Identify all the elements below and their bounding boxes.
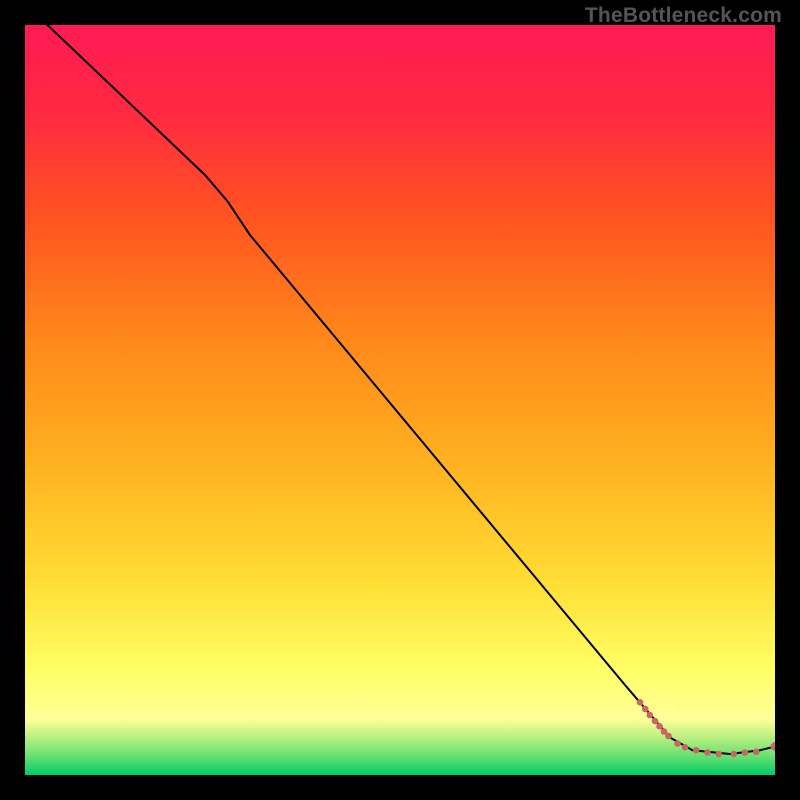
data-point — [674, 740, 681, 747]
plot-area — [25, 25, 775, 775]
data-point — [742, 749, 749, 756]
data-point — [730, 751, 737, 758]
data-point — [753, 748, 760, 755]
data-point — [652, 718, 659, 725]
chart-svg — [25, 25, 775, 775]
data-point — [693, 747, 700, 754]
gradient-background — [25, 25, 775, 775]
data-point — [656, 723, 663, 730]
watermark-text: TheBottleneck.com — [585, 4, 782, 28]
data-point — [715, 751, 722, 758]
data-point — [704, 749, 711, 756]
data-point — [665, 733, 672, 740]
data-point — [682, 744, 689, 751]
data-point — [646, 712, 653, 719]
data-point — [642, 706, 649, 713]
data-point — [637, 699, 644, 706]
chart-root: TheBottleneck.com — [0, 0, 800, 800]
